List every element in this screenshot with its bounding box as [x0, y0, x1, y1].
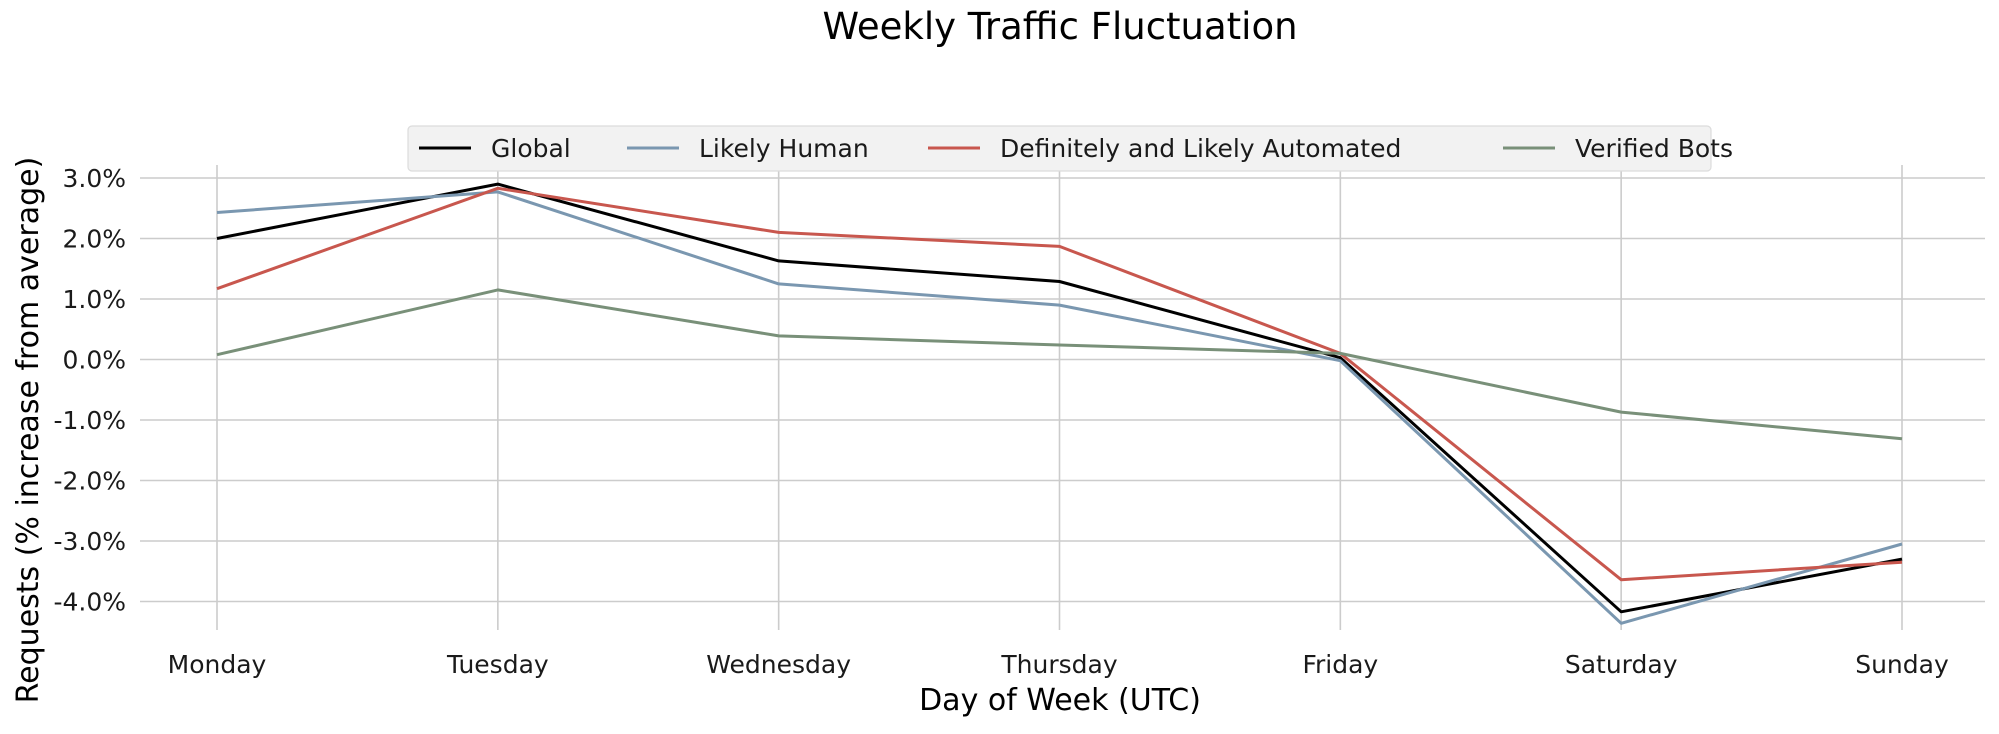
legend-frame [407, 125, 1712, 172]
grid-lines [140, 165, 1985, 630]
y-tick-labels: 3.0% 2.0% 1.0% 0.0% -1.0% -2.0% -3.0% -4.0% [53, 164, 126, 617]
series-line-global [216, 182, 1903, 614]
legend-items: Global Likely Human Definitely and Likely … [419, 134, 1733, 163]
series-line-verified-bots [216, 288, 1903, 441]
x-tick-label: Thursday [1000, 650, 1117, 679]
series-line-likely-human [216, 190, 1903, 625]
chart-title: Weekly Traffic Fluctuation [822, 5, 1297, 48]
legend-label-global: Global [491, 134, 571, 163]
legend: Global Likely Human Definitely and Likely … [407, 125, 1733, 172]
y-tick-label: -4.0% [53, 588, 126, 617]
x-tick-label: Wednesday [706, 650, 851, 679]
x-tick-label: Monday [168, 650, 267, 679]
x-tick-label: Friday [1302, 650, 1378, 679]
legend-label-definitely-and-likely-automated: Definitely and Likely Automated [1000, 134, 1401, 163]
x-tick-label: Saturday [1565, 650, 1678, 679]
y-tick-label: 2.0% [62, 225, 126, 254]
legend-label-verified-bots: Verified Bots [1575, 134, 1733, 163]
y-tick-label: -2.0% [53, 467, 126, 496]
x-tick-label: Sunday [1855, 650, 1949, 679]
y-tick-label: 0.0% [62, 346, 126, 375]
y-tick-label: -3.0% [53, 527, 126, 556]
x-tick-labels: Monday Tuesday Wednesday Thursday Friday Satu… [168, 650, 1949, 679]
series-lines [216, 182, 1903, 625]
series-line-definitely-and-likely-automated [216, 186, 1903, 582]
y-axis-label: Requests (% increase from average) [11, 157, 46, 704]
x-tick-label: Tuesday [446, 650, 549, 679]
x-axis-label: Day of Week (UTC) [919, 683, 1201, 718]
legend-label-likely-human: Likely Human [699, 134, 869, 163]
y-tick-label: 1.0% [62, 285, 126, 314]
y-tick-label: 3.0% [62, 164, 126, 193]
y-tick-label: -1.0% [53, 406, 126, 435]
